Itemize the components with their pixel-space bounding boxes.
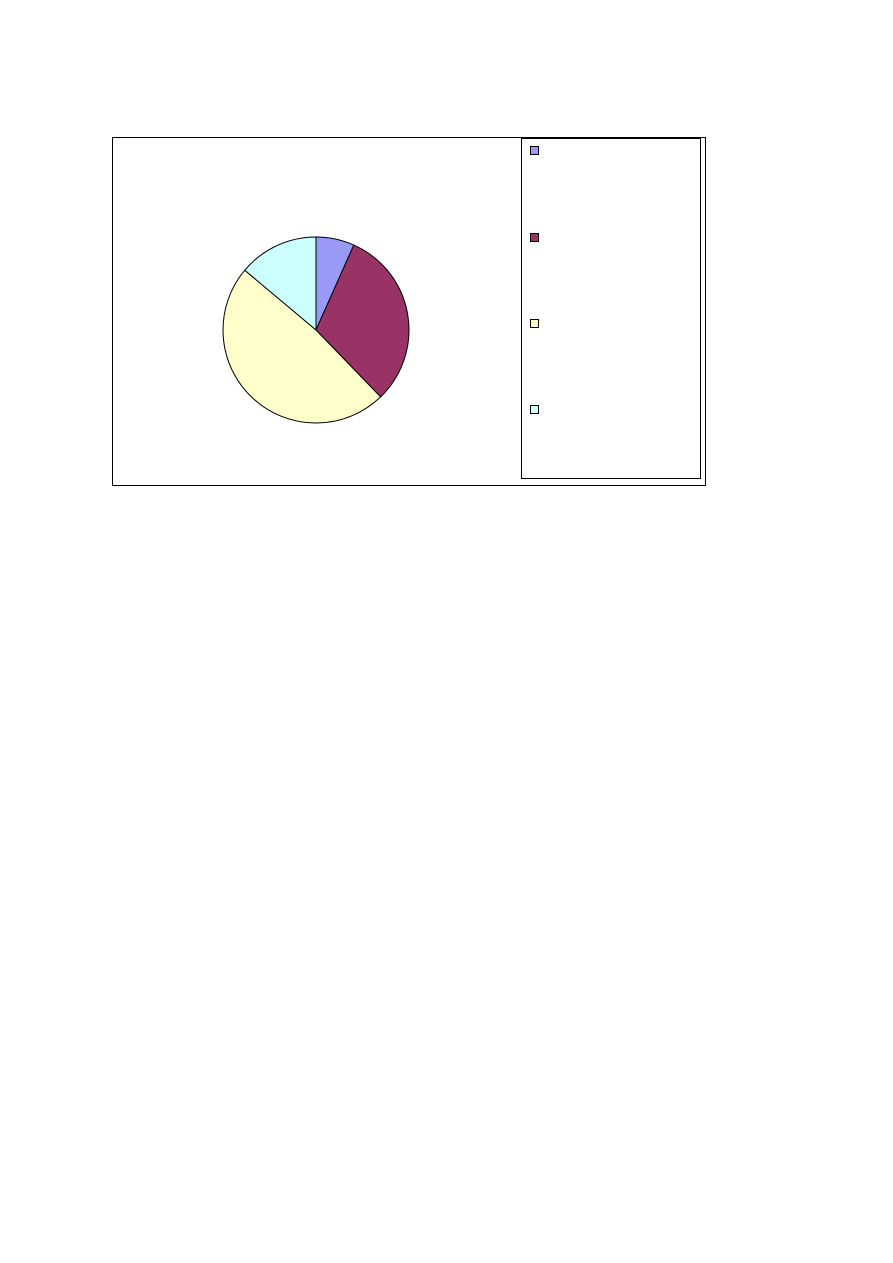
legend-swatch-series-2 bbox=[530, 232, 539, 242]
legend-swatch-series-1 bbox=[530, 145, 539, 155]
legend-item-1[interactable] bbox=[530, 230, 545, 244]
pie-plot-area bbox=[113, 138, 521, 485]
pie-slice-4[interactable] bbox=[244, 236, 317, 331]
legend-item-3[interactable] bbox=[530, 402, 545, 416]
legend-swatch-series-3 bbox=[530, 318, 539, 328]
chart-frame bbox=[112, 137, 706, 486]
pie-slice-2[interactable] bbox=[315, 244, 410, 398]
pie-slice-3[interactable] bbox=[222, 269, 382, 424]
legend-item-0[interactable] bbox=[530, 143, 545, 157]
pie-chart[interactable] bbox=[113, 138, 521, 485]
legend-swatch-series-4 bbox=[530, 404, 539, 414]
legend-item-2[interactable] bbox=[530, 316, 545, 330]
chart-legend bbox=[521, 138, 701, 479]
